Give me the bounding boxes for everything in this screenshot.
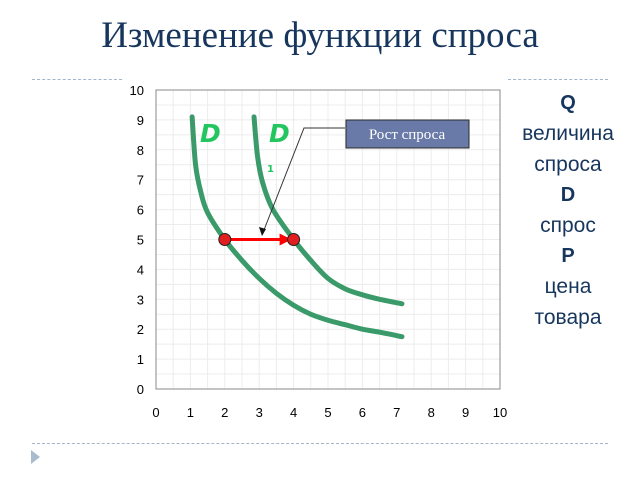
shift-arrow-group xyxy=(224,233,292,246)
callout-leader-arrowhead xyxy=(259,227,266,236)
callout-text: Рост спроса xyxy=(369,127,446,143)
x-tick-label: 10 xyxy=(493,405,507,420)
shift-arrow-head xyxy=(279,233,292,246)
legend-symbol: P xyxy=(561,245,575,267)
callout-leader-line xyxy=(261,127,345,236)
data-point xyxy=(218,233,232,246)
legend-text: величина xyxy=(522,122,614,145)
y-tick-label: 3 xyxy=(137,292,144,307)
y-tick-label: 5 xyxy=(137,233,144,248)
y-tick-label: 1 xyxy=(137,352,144,367)
legend-text: спрос xyxy=(540,214,596,237)
y-tick-label: 6 xyxy=(137,203,144,218)
data-point xyxy=(287,233,301,246)
legend-text: товара xyxy=(534,306,602,329)
x-tick-label: 7 xyxy=(393,405,400,420)
y-tick-label: 0 xyxy=(137,382,144,397)
x-tick-label: 1 xyxy=(187,405,194,420)
legend-text: спроса xyxy=(534,153,602,176)
plot-frame xyxy=(155,89,501,390)
series-label-d1-subscript: 1 xyxy=(267,164,274,175)
next-slide-icon[interactable] xyxy=(31,450,40,464)
top-divider-right xyxy=(508,79,608,80)
y-axis-ticks: 0 1 2 3 4 5 6 7 8 9 10 xyxy=(130,83,144,397)
bottom-divider xyxy=(32,443,608,444)
demand-curves xyxy=(189,114,405,340)
demand-curve-d1 xyxy=(251,114,405,307)
y-tick-label: 2 xyxy=(137,322,144,337)
page-title: Изменение функции спроса xyxy=(101,15,539,56)
x-tick-label: 0 xyxy=(152,405,159,420)
x-tick-label: 4 xyxy=(290,405,297,420)
y-tick-label: 9 xyxy=(137,113,144,128)
series-label-d: D xyxy=(200,119,221,148)
demand-curve-d xyxy=(189,114,405,340)
x-tick-label: 6 xyxy=(359,405,366,420)
callout-box xyxy=(345,119,470,149)
legend-symbol: D xyxy=(560,184,576,206)
x-tick-label: 8 xyxy=(428,405,435,420)
y-tick-label: 7 xyxy=(137,173,144,188)
x-tick-label: 9 xyxy=(462,405,469,420)
x-axis-ticks: 0 1 2 3 4 5 6 7 8 9 10 xyxy=(152,405,507,420)
legend-symbol: Q xyxy=(560,92,576,114)
y-tick-label: 4 xyxy=(137,262,144,277)
equilibrium-points xyxy=(218,233,301,246)
y-tick-label: 8 xyxy=(137,143,144,158)
top-divider xyxy=(32,79,122,80)
x-tick-label: 5 xyxy=(324,405,331,420)
legend-text: цена xyxy=(544,275,592,298)
x-tick-label: 2 xyxy=(221,405,228,420)
x-tick-label: 3 xyxy=(256,405,263,420)
y-tick-label: 10 xyxy=(130,83,144,98)
series-label-d1: D xyxy=(269,119,290,148)
